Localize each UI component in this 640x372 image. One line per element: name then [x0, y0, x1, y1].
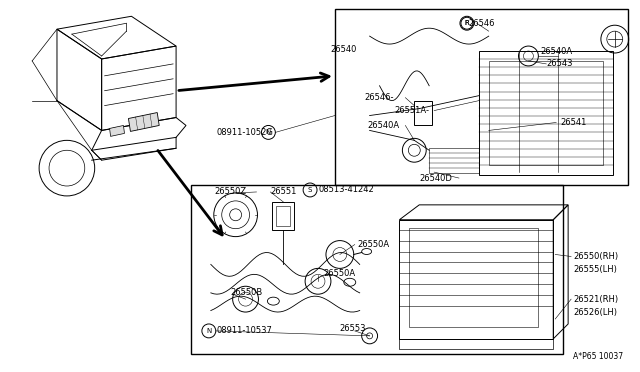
Text: 26550A: 26550A: [358, 240, 390, 249]
Text: 26550A: 26550A: [323, 269, 355, 278]
Bar: [273, 202, 294, 230]
Polygon shape: [129, 113, 159, 131]
Text: 26551A-: 26551A-: [394, 106, 429, 115]
Bar: [276, 206, 290, 226]
Polygon shape: [109, 125, 124, 137]
Bar: [399, 220, 553, 339]
Text: 26540D: 26540D: [419, 174, 452, 183]
Text: 26541: 26541: [560, 118, 587, 127]
Text: S: S: [308, 187, 312, 193]
Text: A*P65 10037: A*P65 10037: [573, 352, 623, 361]
Text: 26553: 26553: [340, 324, 366, 333]
Text: R: R: [465, 20, 469, 26]
Bar: [429, 148, 479, 173]
Text: N: N: [266, 129, 271, 135]
Bar: [479, 51, 612, 175]
Text: 26551: 26551: [270, 187, 297, 196]
Text: 08513-41242: 08513-41242: [318, 186, 374, 195]
Bar: [410, 228, 538, 327]
Text: 26546-: 26546-: [365, 93, 394, 102]
Text: 26555(LH): 26555(LH): [573, 265, 617, 274]
Text: 26546: 26546: [469, 19, 495, 28]
Text: 26543: 26543: [547, 60, 573, 68]
Text: 26540A-: 26540A-: [540, 46, 575, 55]
Text: 08911-10537: 08911-10537: [217, 326, 273, 336]
Text: N: N: [206, 328, 211, 334]
Text: 26540: 26540: [330, 45, 356, 54]
Bar: [191, 185, 563, 354]
Text: 26550(RH): 26550(RH): [573, 252, 618, 261]
Text: 26540A: 26540A: [367, 121, 400, 130]
Bar: [335, 9, 628, 185]
Bar: [489, 61, 603, 165]
Text: 26550B: 26550B: [230, 288, 263, 297]
Text: 26526(LH): 26526(LH): [573, 308, 617, 317]
Text: 26550Z: 26550Z: [215, 187, 247, 196]
Bar: [414, 101, 432, 125]
Text: 26521(RH): 26521(RH): [573, 295, 618, 304]
Text: 08911-1052G: 08911-1052G: [217, 128, 274, 137]
Text: R: R: [465, 20, 469, 26]
